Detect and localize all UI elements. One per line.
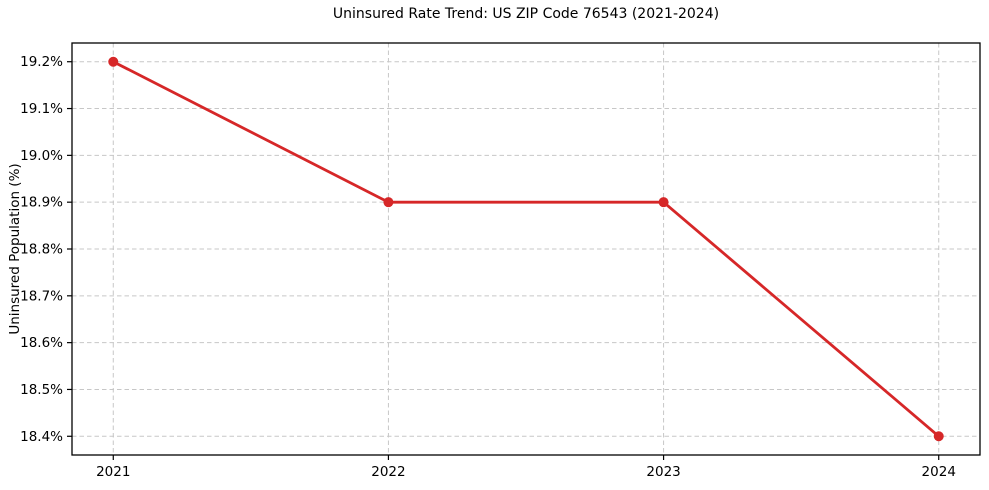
- y-tick-label: 19.0%: [20, 148, 63, 164]
- data-point-marker: [383, 197, 394, 208]
- y-tick-label: 19.1%: [20, 101, 63, 117]
- x-tick-label: 2024: [922, 464, 956, 480]
- y-tick-label: 18.6%: [20, 335, 63, 351]
- y-tick-label: 19.2%: [20, 54, 63, 70]
- x-tick-label: 2021: [96, 464, 130, 480]
- data-point-marker: [933, 431, 944, 442]
- y-tick-label: 18.7%: [20, 288, 63, 304]
- x-tick-label: 2022: [371, 464, 405, 480]
- data-point-marker: [108, 56, 119, 67]
- y-tick-label: 18.8%: [20, 242, 63, 258]
- y-tick-label: 18.9%: [20, 195, 63, 211]
- trend-line: [111, 60, 941, 438]
- y-tick-label: 18.4%: [20, 429, 63, 445]
- data-point-marker: [658, 197, 669, 208]
- chart-title: Uninsured Rate Trend: US ZIP Code 76543 …: [332, 6, 720, 22]
- x-tick-label: 2023: [646, 464, 680, 480]
- y-tick-label: 18.5%: [20, 382, 63, 398]
